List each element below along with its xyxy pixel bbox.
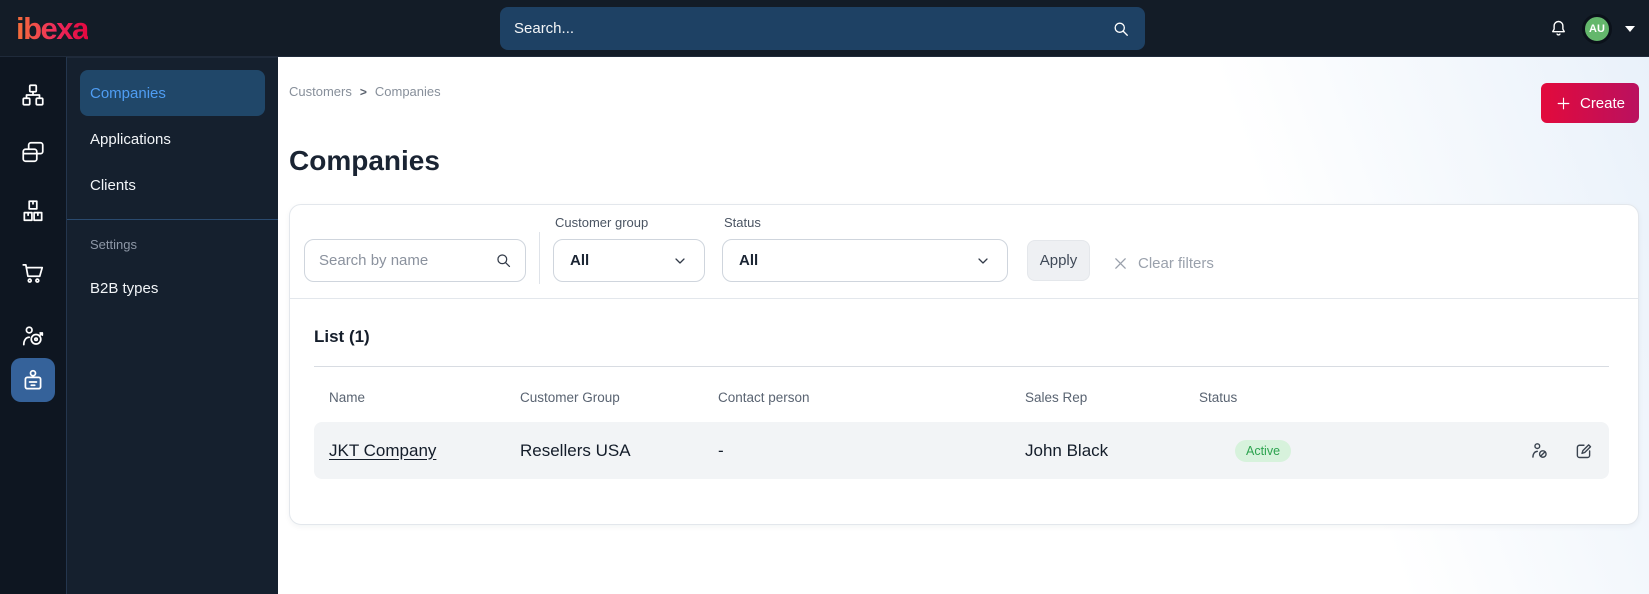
list-heading: List (1) (314, 327, 370, 346)
sidebar-item-clients[interactable]: Clients (90, 176, 136, 194)
customer-group-field: Customer group All (553, 215, 705, 282)
cart-icon[interactable] (11, 260, 55, 286)
global-search-input[interactable] (514, 20, 1111, 37)
sidebar-item-b2b-types[interactable]: B2B types (90, 279, 159, 297)
row-actions (1441, 440, 1594, 461)
status-label: Status (724, 215, 761, 230)
sidebar-menu: Companies Applications Clients Settings … (67, 57, 278, 594)
status-select[interactable]: All (722, 239, 1008, 282)
main-content: Customers > Companies Create Companies (278, 57, 1649, 594)
sidebar-item-companies[interactable]: Companies (80, 70, 265, 116)
notifications-bell-icon[interactable] (1548, 18, 1569, 39)
deactivate-user-icon[interactable] (1529, 440, 1550, 461)
col-header-status: Status (1199, 390, 1238, 405)
breadcrumb: Customers > Companies (289, 84, 441, 99)
chevron-down-icon[interactable] (1625, 25, 1635, 32)
table-row[interactable]: JKT Company Resellers USA - John Black A… (314, 422, 1609, 479)
search-icon (1114, 22, 1128, 36)
list-section: List (1) Name Customer Group Contact per… (290, 327, 1638, 479)
company-badge-icon[interactable] (11, 358, 55, 402)
col-header-sales-rep: Sales Rep (1025, 390, 1088, 405)
org-structure-icon[interactable] (11, 82, 55, 108)
col-header-contact-person: Contact person (718, 390, 810, 405)
content-icon[interactable] (11, 139, 55, 165)
sidebar-item-applications[interactable]: Applications (90, 130, 171, 148)
customer-targeting-icon[interactable] (11, 323, 55, 349)
list-divider (314, 366, 1609, 367)
name-search-field[interactable] (304, 239, 526, 282)
topbar: ibexa AU (0, 0, 1649, 57)
breadcrumb-separator: > (359, 84, 367, 99)
sales-rep-cell: John Black (1025, 440, 1109, 460)
table-header: Name Customer Group Contact person Sales… (314, 390, 1609, 405)
create-button-label: Create (1579, 94, 1626, 112)
filters-divider (539, 231, 540, 284)
close-icon (1115, 258, 1126, 269)
customer-group-select[interactable]: All (553, 239, 705, 282)
apply-button[interactable]: Apply (1027, 240, 1090, 281)
col-header-name: Name (329, 390, 366, 405)
breadcrumb-customers[interactable]: Customers (289, 84, 352, 99)
breadcrumb-companies[interactable]: Companies (374, 84, 441, 99)
status-field: Status All (722, 215, 1008, 282)
customer-group-value: All (570, 252, 590, 269)
clear-filters-label: Clear filters (1138, 255, 1214, 272)
companies-card: Customer group All Status All (289, 204, 1639, 525)
status-value: All (739, 252, 759, 269)
col-header-customer-group: Customer Group (520, 390, 620, 405)
name-search-input[interactable] (319, 252, 494, 269)
create-button[interactable]: Create (1541, 83, 1639, 123)
customer-group-label: Customer group (555, 215, 649, 230)
plus-icon (1557, 97, 1570, 109)
icon-rail (0, 57, 67, 594)
filters-bar: Customer group All Status All (290, 205, 1638, 299)
clear-filters-button[interactable]: Clear filters (1112, 255, 1214, 272)
global-search[interactable] (500, 7, 1145, 50)
app-logo[interactable]: ibexa (16, 10, 89, 46)
sidebar-divider (67, 219, 278, 220)
edit-icon[interactable] (1573, 440, 1594, 461)
contact-person-cell: - (718, 440, 724, 460)
chevron-down-icon (675, 257, 685, 264)
status-cell: Active (1199, 439, 1441, 462)
sidebar-section-settings: Settings (90, 237, 137, 252)
topbar-right: AU (1548, 0, 1635, 57)
products-icon[interactable] (11, 198, 55, 224)
customer-group-cell: Resellers USA (520, 440, 631, 460)
page-title: Companies (289, 145, 440, 176)
avatar[interactable]: AU (1582, 13, 1612, 44)
search-icon (497, 254, 511, 268)
chevron-down-icon (978, 257, 988, 264)
company-name-link[interactable]: JKT Company (329, 440, 437, 460)
status-badge: Active (1235, 439, 1292, 462)
